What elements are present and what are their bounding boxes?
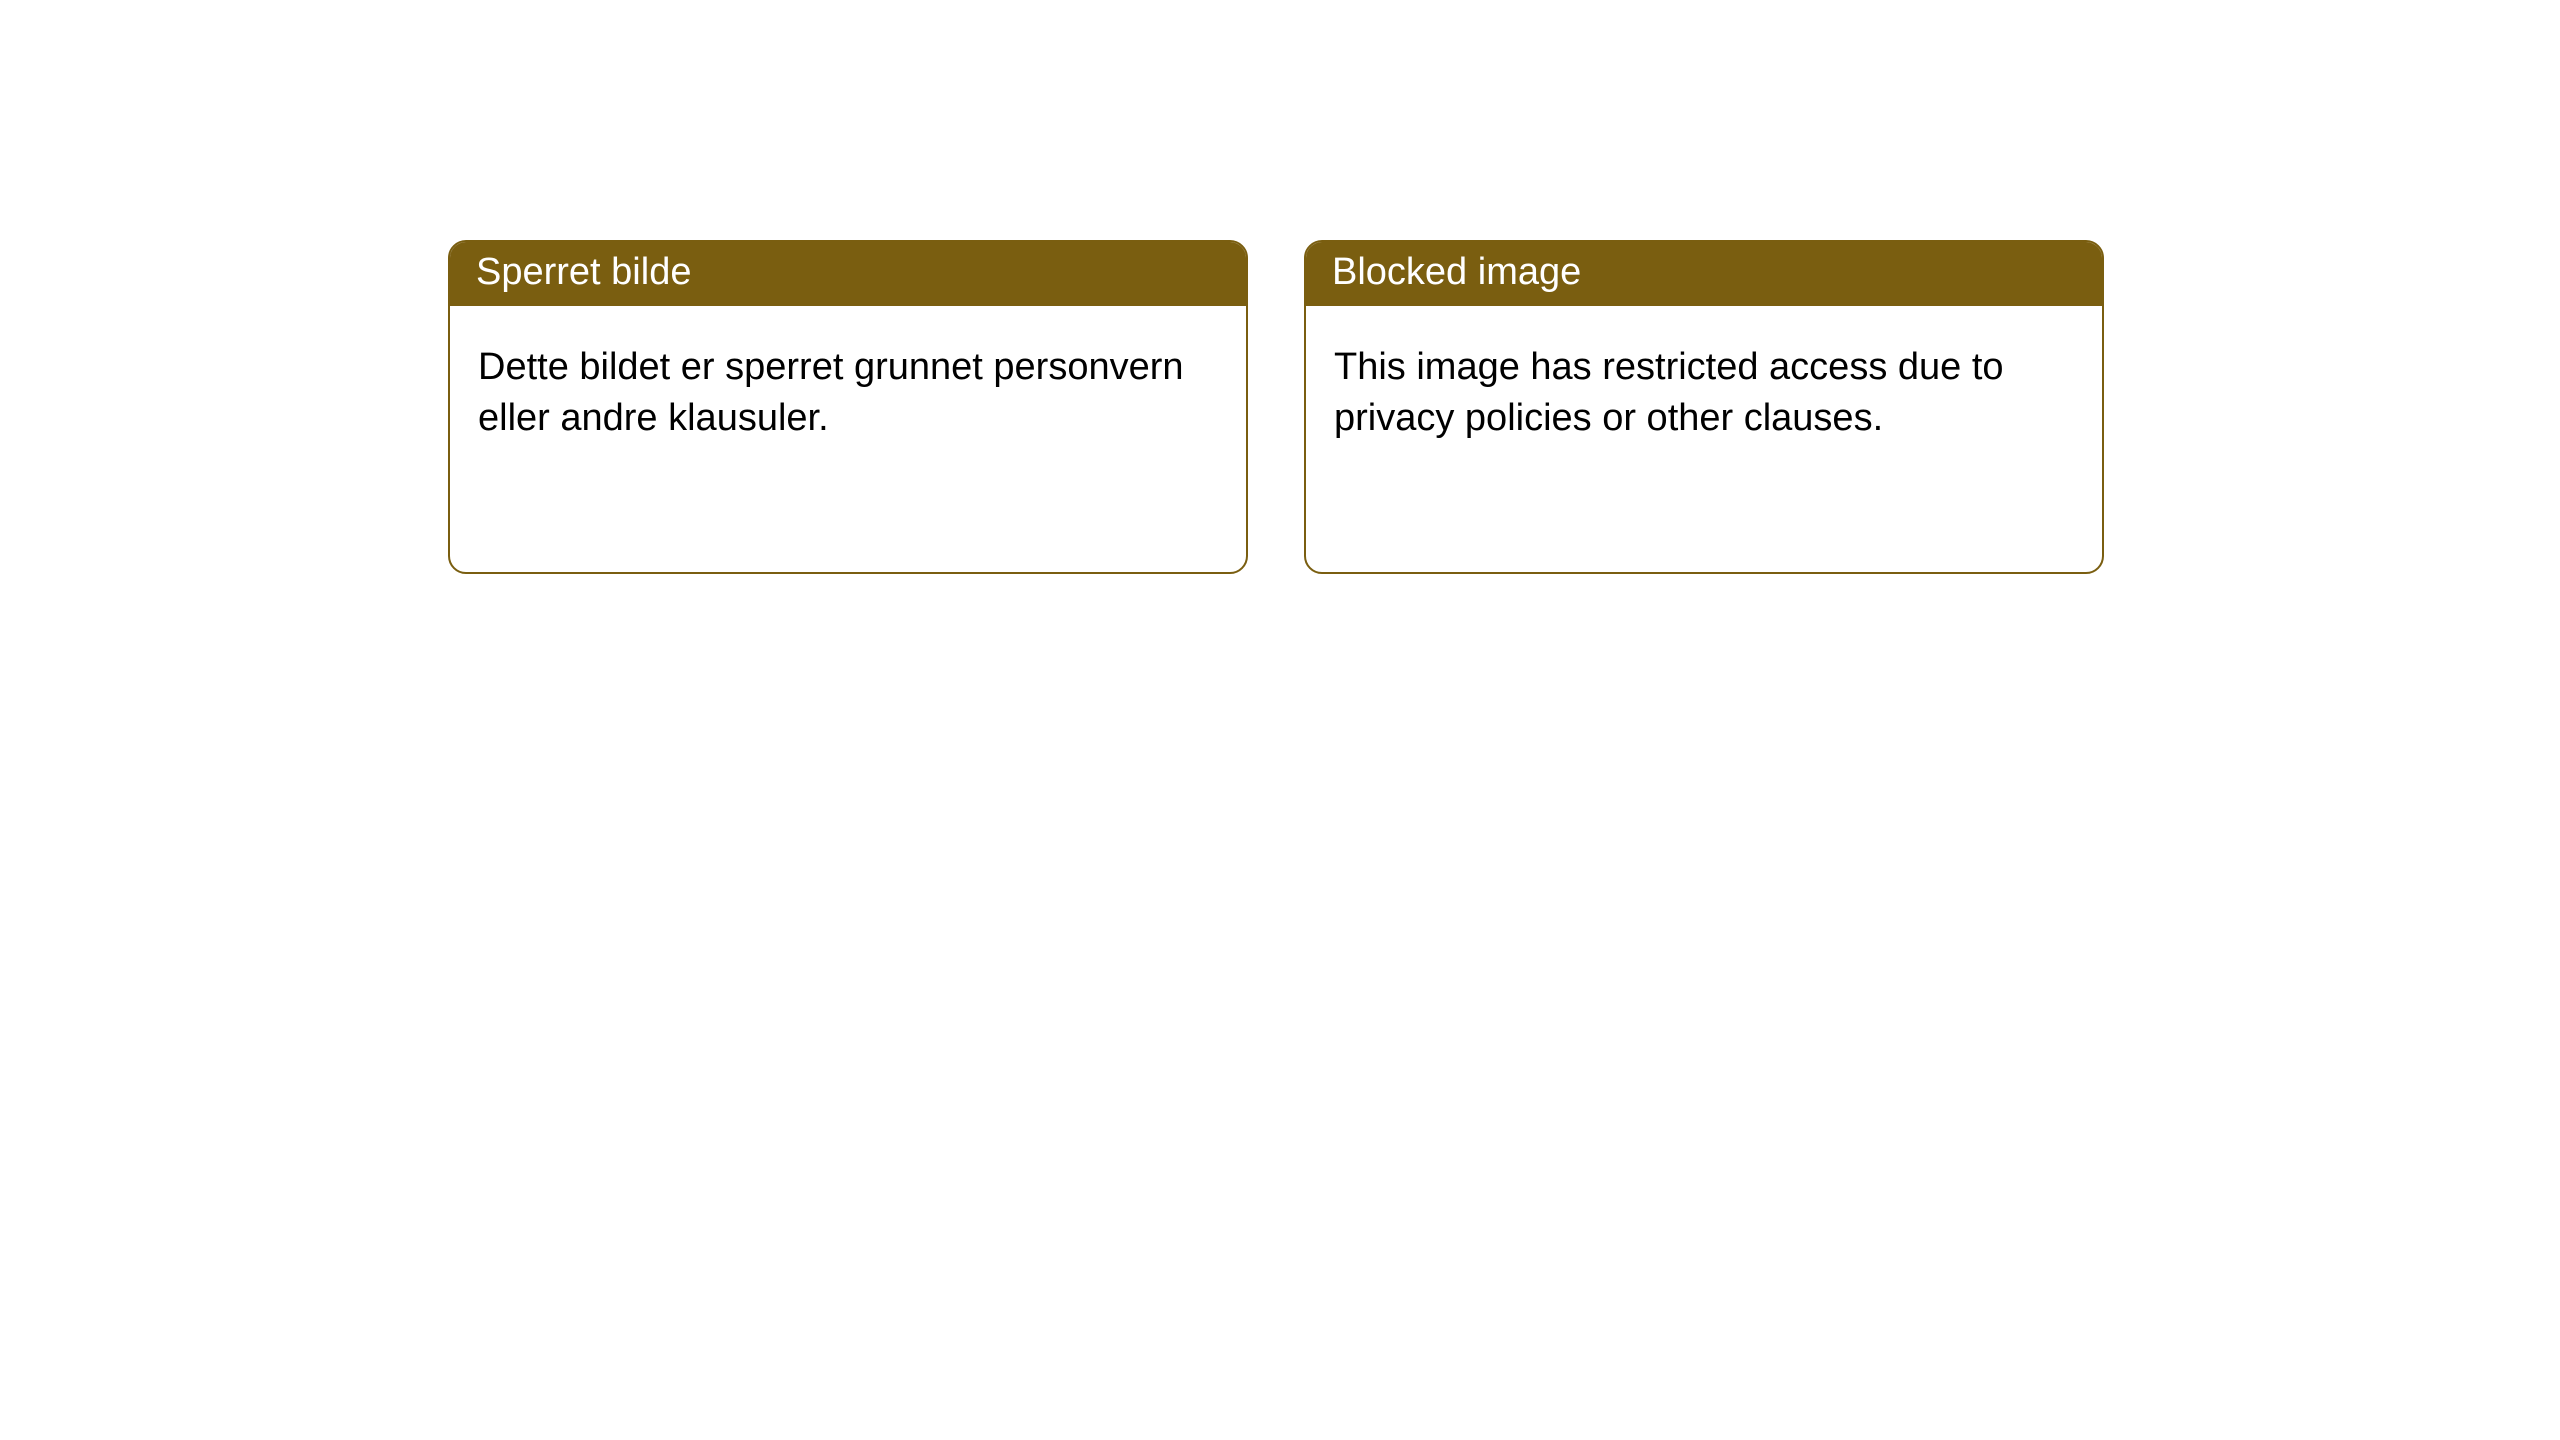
notice-card-norwegian: Sperret bilde Dette bildet er sperret gr… xyxy=(448,240,1248,574)
notice-header: Blocked image xyxy=(1306,242,2102,306)
notice-cards-container: Sperret bilde Dette bildet er sperret gr… xyxy=(0,0,2560,574)
notice-card-english: Blocked image This image has restricted … xyxy=(1304,240,2104,574)
notice-body: Dette bildet er sperret grunnet personve… xyxy=(450,306,1246,572)
notice-header: Sperret bilde xyxy=(450,242,1246,306)
notice-body: This image has restricted access due to … xyxy=(1306,306,2102,572)
